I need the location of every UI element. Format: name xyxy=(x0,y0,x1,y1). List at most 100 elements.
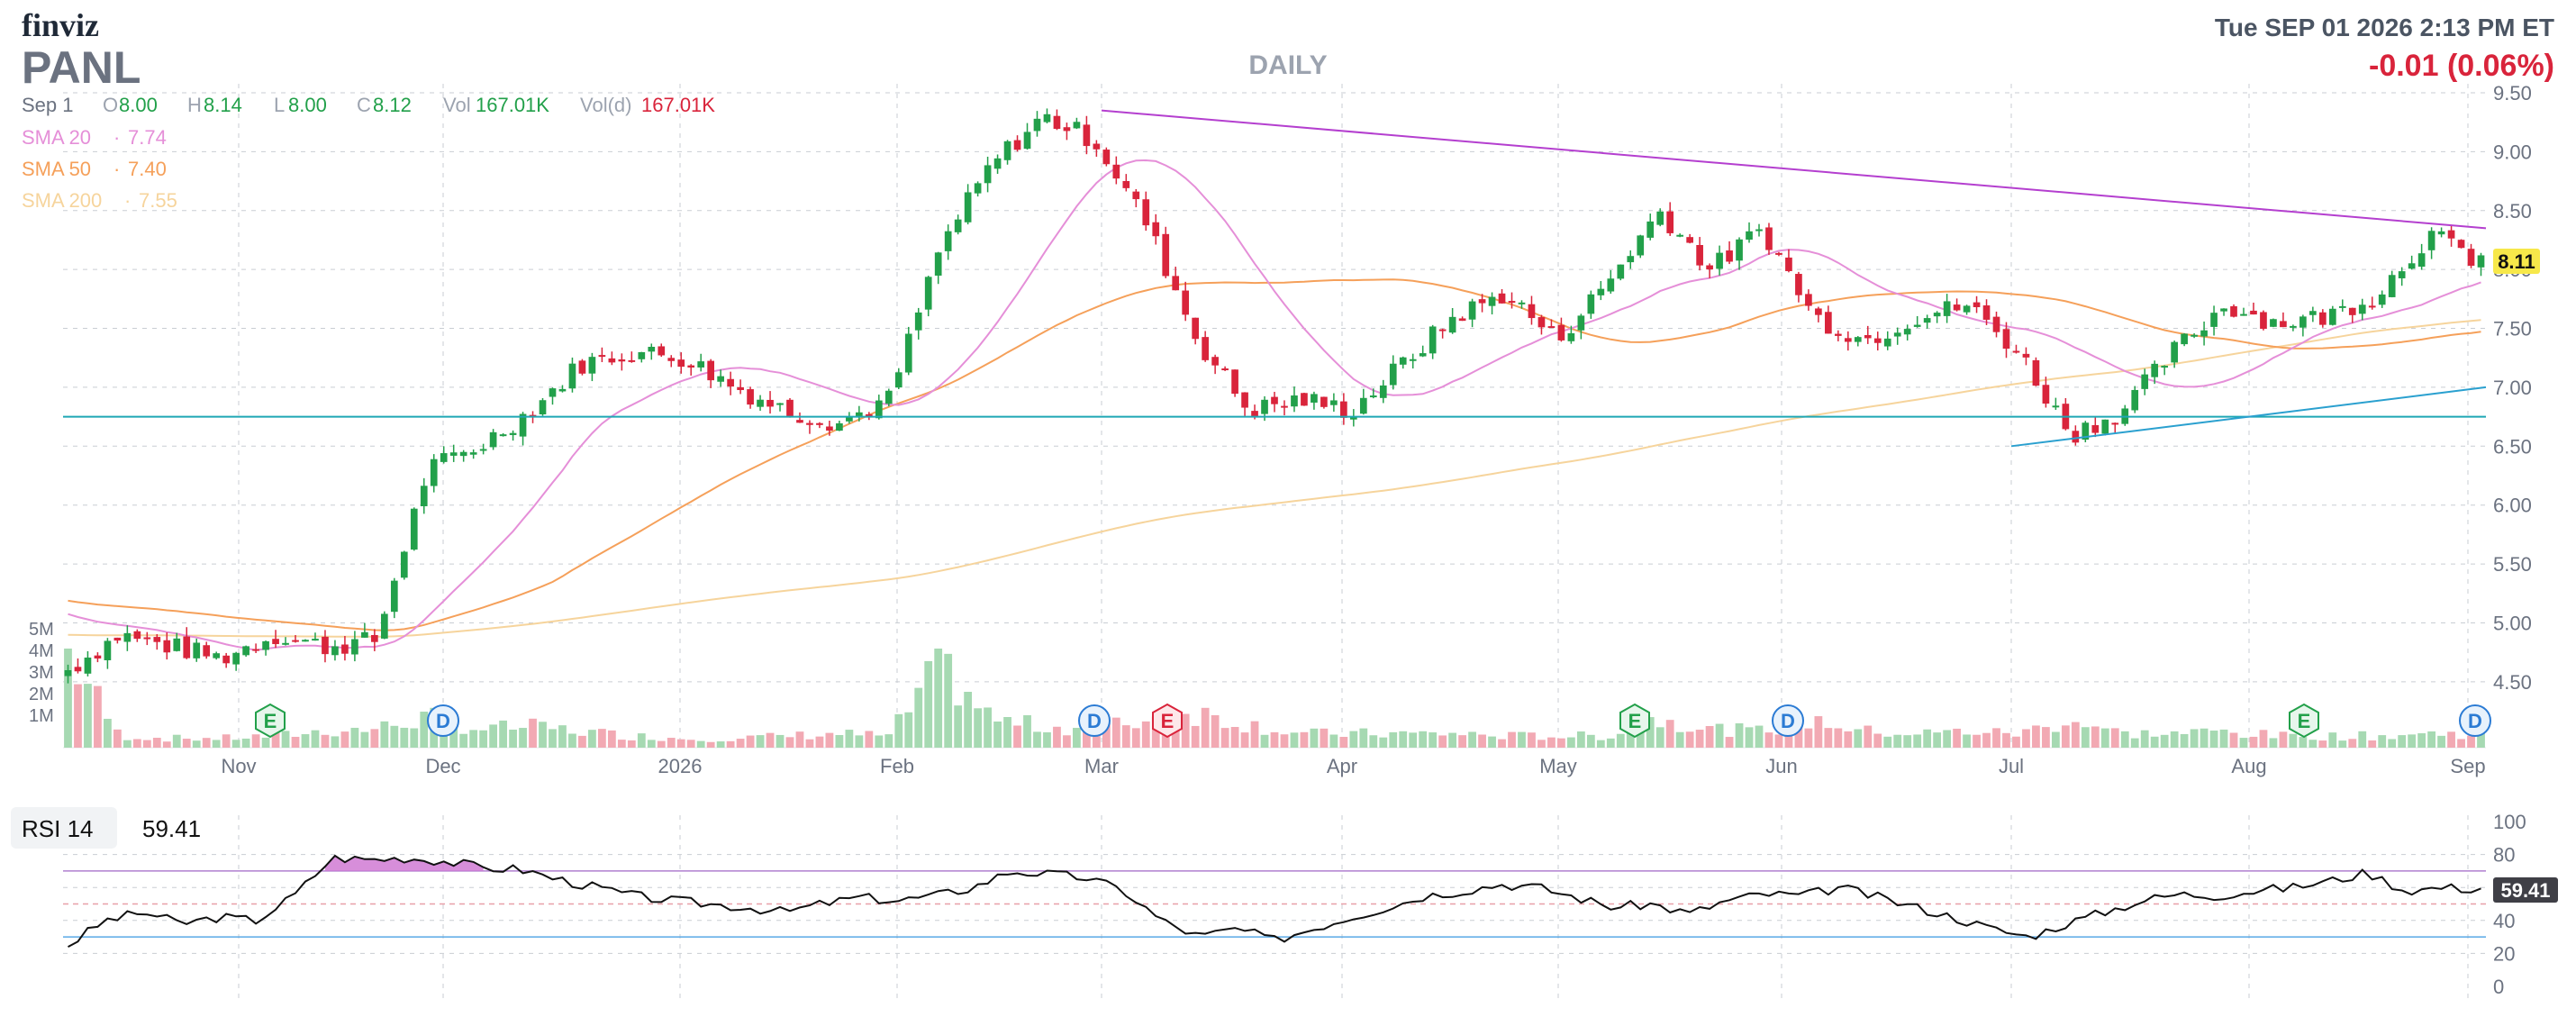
dividend-marker: D xyxy=(427,704,459,737)
sma-50-separator: · xyxy=(113,158,120,180)
dividend-letter: D xyxy=(1781,710,1795,732)
candle-body xyxy=(1093,143,1101,150)
ohlc-legend: Sep 1 O 8.00 H 8.14 L 8.00 C 8.12 Vol 16… xyxy=(22,94,715,116)
candle xyxy=(1231,369,1238,397)
candle xyxy=(302,639,309,642)
candle xyxy=(1825,305,1832,334)
chart-period[interactable]: DAILY xyxy=(1248,50,1327,80)
sma-50-value: 7.40 xyxy=(128,158,167,180)
candle xyxy=(123,625,132,651)
candle xyxy=(440,446,448,464)
candle-body xyxy=(84,657,92,674)
candle-body xyxy=(1409,359,1417,361)
finviz-logo[interactable]: finviz xyxy=(22,7,99,43)
candle xyxy=(894,368,903,389)
volume-bar xyxy=(1458,735,1467,748)
candle xyxy=(1973,295,1981,313)
volume-bar xyxy=(2100,728,2109,748)
rsi-legend[interactable]: RSI 14 59.41 xyxy=(11,807,201,849)
candle-body xyxy=(252,649,259,651)
volume-value: 167.01K xyxy=(476,94,549,116)
candle xyxy=(667,355,676,368)
candle xyxy=(836,421,843,431)
candle-body xyxy=(232,652,240,665)
candle xyxy=(2042,377,2050,408)
price-tick-label: 9.00 xyxy=(2493,141,2532,163)
candle-body xyxy=(1202,337,1209,360)
candle-body xyxy=(94,655,102,659)
candle xyxy=(1508,292,1516,309)
candle-body xyxy=(222,655,231,664)
candle-body xyxy=(608,358,616,363)
volume-bar xyxy=(2299,737,2308,748)
sma-legend[interactable]: SMA 20 · 7.74 SMA 50 · 7.40 SMA 200 · 7.… xyxy=(22,126,177,212)
candle-body xyxy=(1241,392,1248,408)
volume-bar xyxy=(2170,731,2179,748)
volume-bar xyxy=(1953,728,1961,748)
candle-body xyxy=(2338,305,2346,308)
candle-body xyxy=(1617,264,1625,279)
candle xyxy=(1933,311,1941,323)
volume-bar xyxy=(152,738,161,748)
candle xyxy=(104,638,112,669)
volume-bar xyxy=(2229,732,2238,748)
volume-bar xyxy=(420,712,429,748)
candle xyxy=(292,635,299,643)
candle-body xyxy=(648,346,656,352)
candle-body xyxy=(1448,316,1456,333)
volume-bar xyxy=(1419,731,1428,748)
candle-body xyxy=(1587,294,1595,314)
sma-50-label: SMA 50 xyxy=(22,158,91,180)
candle xyxy=(222,652,231,668)
volume-bar xyxy=(1923,729,1932,748)
candle xyxy=(826,420,833,436)
candle xyxy=(1419,345,1427,358)
candle xyxy=(539,397,547,416)
volume-bar xyxy=(1141,721,1150,748)
candle-body xyxy=(1003,141,1011,160)
volume-bar xyxy=(617,740,626,748)
volume-bar xyxy=(1003,717,1011,748)
volume-bar xyxy=(1230,727,1239,748)
volume-bar xyxy=(588,730,596,748)
candle xyxy=(262,640,269,656)
candle xyxy=(1676,233,1684,238)
candle xyxy=(1953,298,1961,312)
candle-body xyxy=(430,459,438,486)
volume-bar xyxy=(2190,729,2199,748)
candle xyxy=(1488,292,1496,315)
rsi-line xyxy=(68,854,2481,948)
volume-bar xyxy=(1626,727,1635,748)
candle-body xyxy=(1736,239,1743,261)
candle xyxy=(1478,294,1486,313)
volume-bar xyxy=(1131,728,1140,748)
volume-bar xyxy=(795,731,804,748)
candle xyxy=(252,643,259,654)
candle xyxy=(1093,140,1101,157)
candle-body xyxy=(1488,296,1496,306)
volume-bar xyxy=(686,740,695,748)
candle-body xyxy=(1973,302,1981,307)
dividend-letter: D xyxy=(436,710,450,732)
sma-20-separator: · xyxy=(113,126,120,149)
candle-body xyxy=(2477,255,2485,268)
candle xyxy=(1152,213,1160,245)
candle xyxy=(1063,123,1071,141)
volume-bar xyxy=(241,738,250,748)
volume-bar xyxy=(261,737,270,748)
volume-bar xyxy=(2338,740,2347,748)
candle-body xyxy=(1349,416,1357,420)
volume-label: Vol xyxy=(443,94,471,116)
volume-bar xyxy=(1121,725,1130,748)
candle xyxy=(598,347,606,362)
candle xyxy=(2290,324,2297,331)
earnings-badge xyxy=(1619,703,1650,739)
volume-bar xyxy=(222,734,231,748)
candle-body xyxy=(1478,299,1486,304)
candle xyxy=(1132,188,1140,208)
candle xyxy=(1726,241,1733,265)
volume-bar xyxy=(1745,727,1754,748)
volume-bar xyxy=(1329,734,1338,748)
candle-body xyxy=(282,642,289,645)
